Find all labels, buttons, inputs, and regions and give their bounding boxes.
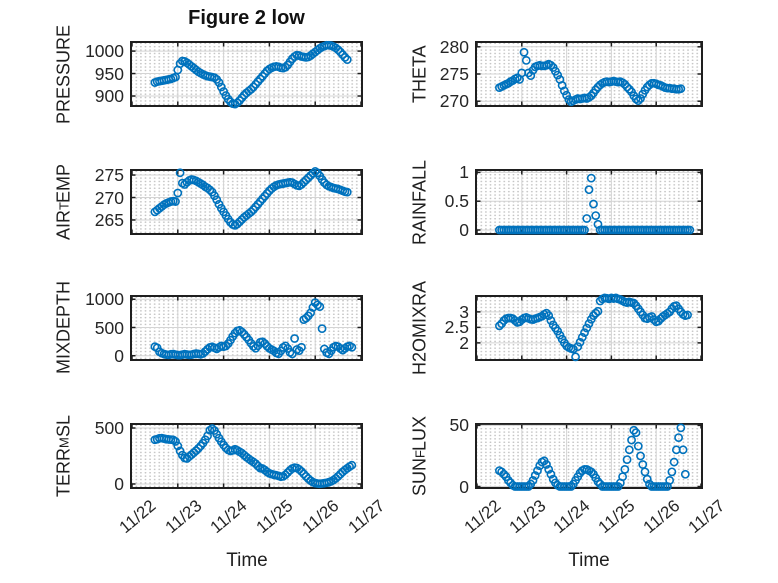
series-pressure xyxy=(150,40,352,109)
y-axis-label-sun-flux: SUN F LUX xyxy=(409,415,430,497)
y-axis-label-pressure: PRESSURE xyxy=(53,24,74,124)
y-tick-label: 2.5 xyxy=(444,317,469,338)
subplot-rainfall xyxy=(476,171,702,235)
y-tick-label: 500 xyxy=(94,317,124,338)
series-sun-flux xyxy=(494,423,690,491)
subplot-air-temp xyxy=(131,167,362,233)
y-tick-label: 1000 xyxy=(85,41,124,62)
y-tick-label: 2 xyxy=(459,332,469,353)
x-tick-label: 11/23 xyxy=(505,496,550,538)
y-axis-label-terr-msl: TERR M SL xyxy=(53,415,74,497)
y-axis-label-theta: THETA xyxy=(409,45,430,103)
tick-marks xyxy=(476,297,702,359)
x-tick-label: 11/25 xyxy=(252,496,297,538)
x-tick-label: 11/26 xyxy=(639,496,684,538)
series-mixdepth xyxy=(150,298,357,360)
series-air-temp xyxy=(150,167,352,230)
y-tick-label: 950 xyxy=(94,63,124,84)
subplot-rainfall-axes xyxy=(475,169,703,235)
x-axis-label-right: Time xyxy=(568,550,610,571)
subplot-air-temp-axes xyxy=(130,169,363,235)
x-tick-label: 11/24 xyxy=(206,496,251,538)
tick-marks xyxy=(131,171,362,233)
y-tick-label: 275 xyxy=(94,165,124,185)
tick-marks xyxy=(476,424,702,488)
y-tick-label: 280 xyxy=(439,36,469,57)
y-tick-label: 900 xyxy=(94,86,124,106)
subplot-mixdepth-axes xyxy=(130,295,363,361)
subplot-terr-msl-axes xyxy=(130,423,363,489)
tick-marks xyxy=(131,297,362,359)
x-tick-label: 11/27 xyxy=(684,496,729,538)
series-h2omixra xyxy=(494,293,692,362)
tick-marks xyxy=(131,43,362,105)
x-tick-label: 11/22 xyxy=(460,496,505,538)
y-tick-label: 270 xyxy=(94,187,124,208)
figure-title: Figure 2 low xyxy=(188,7,305,29)
y-tick-label: 3 xyxy=(459,301,469,322)
y-tick-label: 0 xyxy=(459,476,469,497)
y-tick-label: 265 xyxy=(94,210,124,230)
series-rainfall xyxy=(494,173,695,235)
y-axis-label-rainfall: RAINFALL xyxy=(409,159,430,245)
y-axis-label-air-temp: AIR T EMP xyxy=(53,163,74,241)
y-tick-label: 1000 xyxy=(85,289,124,310)
y-tick-label: 275 xyxy=(439,64,469,84)
series-theta xyxy=(494,47,686,107)
x-tick-label: 11/24 xyxy=(549,496,594,538)
subplot-h2omixra xyxy=(476,293,702,362)
series-terr-msl xyxy=(150,424,357,489)
y-tick-label: 0 xyxy=(114,474,124,494)
y-tick-label: 270 xyxy=(439,91,469,112)
y-tick-label: 500 xyxy=(94,418,124,438)
y-axis-label-h2omixra: H2OMIXRA xyxy=(409,280,430,376)
x-axis-label-left: Time xyxy=(226,550,268,571)
subplot-pressure xyxy=(131,40,362,109)
y-tick-label: 0 xyxy=(114,345,124,366)
subplot-mixdepth xyxy=(131,297,362,360)
y-tick-label: 0 xyxy=(459,220,469,240)
x-tick-label: 11/23 xyxy=(161,496,206,538)
x-tick-label: 11/22 xyxy=(115,496,160,538)
x-tick-label: 11/26 xyxy=(298,496,343,538)
y-tick-label: 0.5 xyxy=(444,191,469,212)
subplot-sun-flux-axes xyxy=(475,423,703,489)
subplot-terr-msl xyxy=(131,424,362,489)
tick-marks xyxy=(476,43,702,105)
y-axis-label-mixdepth: MIXDEPTH xyxy=(53,281,74,375)
x-tick-label: 11/27 xyxy=(344,496,389,538)
major-gridlines xyxy=(477,171,701,233)
subplot-theta xyxy=(476,43,702,107)
x-tick-label: 11/25 xyxy=(594,496,639,538)
y-tick-label: 50 xyxy=(449,415,469,436)
subplot-sun-flux xyxy=(476,423,702,491)
y-tick-label: 1 xyxy=(459,162,469,183)
